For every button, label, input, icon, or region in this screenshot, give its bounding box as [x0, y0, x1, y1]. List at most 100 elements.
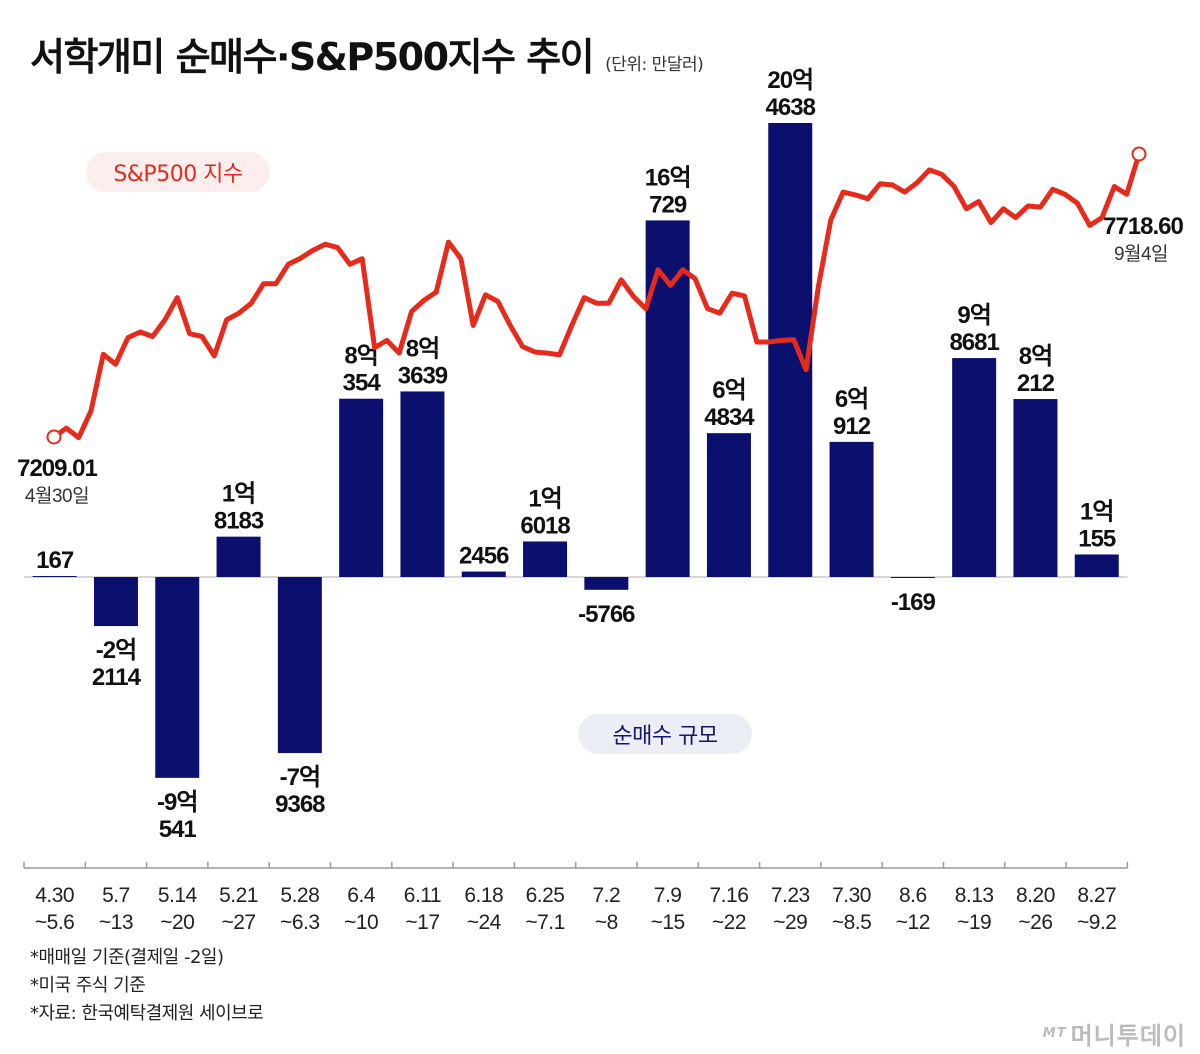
- x-tick-label: ~8: [595, 911, 618, 934]
- bar-value-label: 354: [343, 370, 382, 397]
- chart-title: 서학개미 순매수·S&P500지수 추이: [30, 35, 595, 79]
- bar-value-label: 155: [1078, 525, 1116, 552]
- bar-value-label: 1억: [222, 481, 255, 508]
- chart-canvas: 167-2억2114-9억5411억8183-7억93688억3548억3639…: [17, 67, 1184, 934]
- net-buy-bar: [523, 541, 568, 577]
- bar-value-label: 6018: [520, 512, 570, 539]
- footnote-trade-date: *매매일 기준(결제일 -2일): [30, 947, 224, 968]
- x-tick-label: ~27: [221, 911, 255, 934]
- bar-value-label: -5766: [578, 601, 635, 628]
- x-tick-label: ~24: [467, 911, 502, 934]
- sp500-start-marker: [46, 429, 62, 445]
- net-buy-bar: [584, 577, 629, 590]
- net-buy-bar: [339, 398, 384, 577]
- net-buy-bar: [216, 536, 261, 577]
- x-tick-label: 8.27: [1077, 884, 1116, 907]
- unit-label: (단위: 만달러): [605, 55, 704, 75]
- sp500-end-value: 7718.60: [1103, 213, 1183, 240]
- sp500-end-marker: [1131, 146, 1147, 162]
- x-tick-label: 6.11: [404, 884, 441, 907]
- chart-title-group: 서학개미 순매수·S&P500지수 추이 (단위: 만달러): [30, 26, 704, 81]
- sp500-start-value: 7209.01: [17, 455, 97, 482]
- bar-value-label: 541: [159, 816, 197, 843]
- bar-value-label: 8183: [214, 508, 264, 535]
- bar-value-label: 1억: [528, 485, 561, 512]
- net-buy-legend-pill: 순매수 규모: [578, 714, 752, 754]
- x-tick-label: ~6.3: [280, 911, 319, 934]
- x-tick-label: 6.4: [347, 884, 376, 907]
- x-tick-label: 6.25: [526, 884, 565, 907]
- bar-value-label: 912: [833, 413, 871, 440]
- x-tick-label: 7.30: [832, 884, 871, 907]
- footnote-source: *자료: 한국예탁결제원 세이브로: [30, 1003, 264, 1024]
- net-buy-bar: [1013, 399, 1058, 577]
- logo-mark: MT: [1042, 1026, 1067, 1041]
- net-buy-bar: [952, 358, 997, 577]
- bar-value-label: 729: [649, 191, 687, 218]
- net-buy-bar: [277, 577, 322, 754]
- bar-value-label: 6억: [835, 386, 868, 413]
- x-tick-label: ~13: [99, 911, 133, 934]
- publisher-logo: MT 머니투데이: [1043, 1016, 1186, 1051]
- x-tick-label: 8.6: [899, 884, 927, 907]
- x-tick-label: ~5.6: [35, 911, 74, 934]
- net-buy-bar: [829, 441, 874, 577]
- sp500-legend-pill: S&P500 지수: [86, 152, 270, 192]
- bar-value-label: 20억: [767, 67, 813, 94]
- net-buy-bar: [706, 433, 751, 577]
- net-buy-bar: [890, 577, 935, 578]
- x-tick-label: 4.30: [35, 884, 74, 907]
- x-tick-label: ~8.5: [832, 911, 871, 934]
- bar-value-label: 1억: [1080, 498, 1113, 525]
- logo-text: 머니투데이: [1070, 1022, 1186, 1050]
- bar-value-label: -169: [891, 589, 936, 616]
- x-tick-label: 7.23: [771, 884, 810, 907]
- bar-value-label: 8억: [406, 335, 439, 362]
- bar-value-label: 8681: [949, 329, 999, 356]
- x-tick-label: 7.9: [654, 884, 682, 907]
- bar-value-label: 8억: [1019, 343, 1052, 370]
- bar-value-label: 2456: [459, 543, 509, 570]
- x-tick-label: ~15: [651, 911, 685, 934]
- x-tick-label: 8.13: [955, 884, 994, 907]
- x-tick-label: ~9.2: [1077, 911, 1116, 934]
- bar-value-label: 9368: [275, 791, 325, 818]
- x-tick-label: ~26: [1018, 911, 1052, 934]
- x-tick-label: ~19: [957, 911, 991, 934]
- x-tick-label: 5.21: [219, 884, 258, 907]
- footnotes: *매매일 기준(결제일 -2일) *미국 주식 기준 *자료: 한국예탁결제원 …: [30, 944, 264, 1028]
- x-tick-label: 5.28: [280, 884, 319, 907]
- x-tick-label: ~17: [405, 911, 439, 934]
- bar-value-label: 2114: [92, 664, 142, 691]
- x-tick-label: ~29: [773, 911, 807, 934]
- x-tick-label: ~7.1: [525, 911, 564, 934]
- net-buy-bar: [461, 571, 506, 577]
- sp500-end-date: 9월4일: [1114, 243, 1168, 265]
- x-tick-label: 8.20: [1016, 884, 1055, 907]
- net-buy-bar: [1074, 554, 1119, 577]
- net-buy-bar: [32, 576, 77, 577]
- net-buy-bar: [768, 123, 813, 577]
- net-buy-bar: [93, 577, 138, 627]
- net-buy-bar: [155, 577, 200, 778]
- x-tick-label: 7.16: [710, 884, 749, 907]
- bar-value-label: 6억: [712, 377, 745, 404]
- bar-value-label: -7억: [280, 764, 320, 791]
- bar-value-label: 167: [36, 547, 74, 574]
- footnote-us-stocks: *미국 주식 기준: [30, 975, 146, 996]
- x-tick-label: ~20: [160, 911, 194, 934]
- x-tick-label: 7.2: [592, 884, 620, 907]
- x-tick-label: ~12: [896, 911, 930, 934]
- x-tick-label: ~10: [344, 911, 378, 934]
- net-buy-bar: [400, 391, 445, 577]
- sp500-start-date: 4월30일: [25, 485, 89, 507]
- sp500-line: [51, 151, 1142, 441]
- x-tick-label: ~22: [712, 911, 746, 934]
- x-tick-label: 5.14: [158, 884, 198, 907]
- bar-value-label: -9억: [157, 789, 197, 816]
- bar-value-label: 9억: [957, 302, 990, 329]
- x-tick-label: 5.7: [102, 884, 130, 907]
- bar-value-label: 3639: [398, 362, 448, 389]
- net-buy-bar: [645, 220, 690, 578]
- bar-value-label: 4834: [704, 404, 755, 431]
